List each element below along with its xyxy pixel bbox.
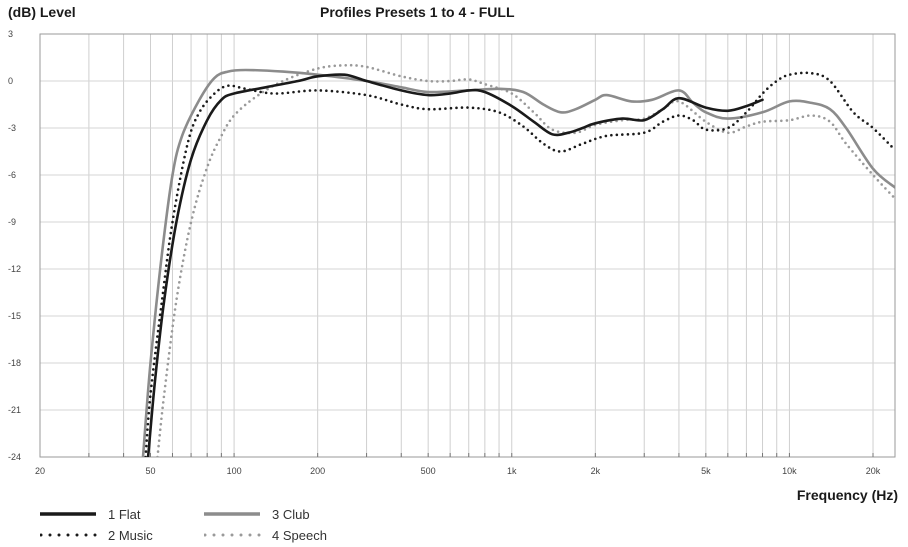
- series-line-speech: [156, 63, 895, 457]
- series-line-flat: [146, 73, 764, 457]
- legend-label-club: 3 Club: [272, 506, 310, 522]
- legend-label-speech: 4 Speech: [272, 527, 327, 543]
- x-tick-label: 2k: [591, 466, 601, 476]
- y-tick-label: -3: [8, 123, 16, 133]
- x-tick-label: 50: [145, 466, 155, 476]
- y-tick-label: -24: [8, 452, 21, 462]
- legend-swatch-music: [40, 533, 98, 537]
- x-tick-label: 20k: [866, 466, 881, 476]
- y-tick-label: -6: [8, 170, 16, 180]
- x-tick-label: 5k: [701, 466, 711, 476]
- legend: 1 Flat 2 Music 3 Club 4 Speech: [40, 505, 360, 545]
- y-tick-label: -12: [8, 264, 21, 274]
- legend-item-speech: 4 Speech: [204, 526, 327, 544]
- y-tick-label: -15: [8, 311, 21, 321]
- series-line-music: [144, 71, 895, 457]
- x-axis-title: Frequency (Hz): [796, 487, 898, 503]
- legend-item-club: 3 Club: [204, 505, 310, 523]
- legend-label-music: 2 Music: [108, 527, 153, 543]
- y-tick-label: 0: [8, 76, 13, 86]
- series-line-club: [141, 68, 895, 457]
- y-tick-label: 3: [8, 29, 13, 39]
- x-tick-label: 200: [310, 466, 325, 476]
- x-tick-label: 1k: [507, 466, 517, 476]
- x-tick-label: 100: [227, 466, 242, 476]
- legend-item-music: 2 Music: [40, 526, 153, 544]
- y-tick-label: -9: [8, 217, 16, 227]
- legend-item-flat: 1 Flat: [40, 505, 141, 523]
- chart-title: Profiles Presets 1 to 4 - FULL: [320, 4, 515, 20]
- legend-swatch-club: [204, 512, 260, 516]
- y-tick-label: -21: [8, 405, 21, 415]
- y-tick-label: -18: [8, 358, 21, 368]
- x-tick-label: 20: [35, 466, 45, 476]
- legend-swatch-flat: [40, 512, 96, 516]
- y-axis-title: (dB) Level: [8, 4, 76, 20]
- legend-swatch-speech: [204, 533, 262, 537]
- x-tick-label: 500: [421, 466, 436, 476]
- legend-label-flat: 1 Flat: [108, 506, 141, 522]
- plot-frame: [39, 33, 896, 458]
- x-tick-label: 10k: [782, 466, 797, 476]
